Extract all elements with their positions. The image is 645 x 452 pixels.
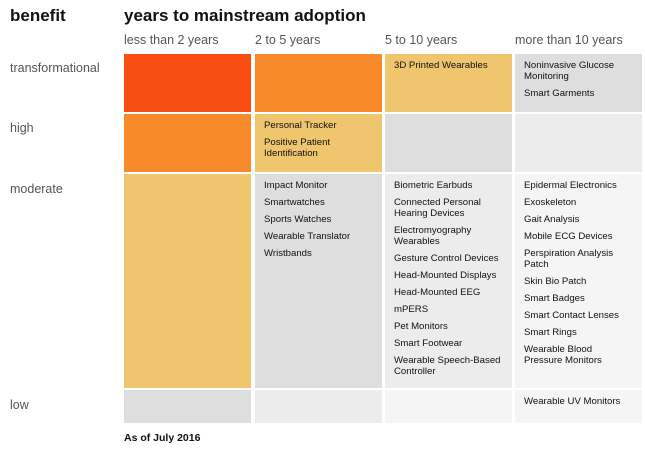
technology-list: 3D Printed Wearables <box>394 60 503 71</box>
technology-item: Wearable Blood Pressure Monitors <box>524 344 602 366</box>
column-header-less-than-2: less than 2 years <box>124 33 219 47</box>
technology-item: Electromyography Wearables <box>394 225 472 247</box>
matrix-cell-moderate-2_to_5: Impact Monitor Smartwatches Sports Watches… <box>255 174 382 388</box>
technology-item: Skin Bio Patch <box>524 276 587 287</box>
technology-list: Epidermal Electronics Exoskeleton Gait Ana… <box>524 180 633 366</box>
row-header-moderate: moderate <box>10 182 63 196</box>
matrix-cell-transformational-less_than_2 <box>124 54 251 112</box>
technology-item: Noninvasive Glucose Monitoring <box>524 60 615 82</box>
matrix-cell-low-less_than_2 <box>124 390 251 423</box>
technology-item: Gait Analysis <box>524 214 580 225</box>
technology-item: Wearable Translator <box>264 231 351 242</box>
technology-item: Gesture Control Devices <box>394 253 499 264</box>
technology-list: Biometric Earbuds Connected Personal Hear… <box>394 180 503 377</box>
matrix-cell-low-2_to_5 <box>255 390 382 423</box>
column-header-2-to-5: 2 to 5 years <box>255 33 321 47</box>
matrix-cell-moderate-more_than_10: Epidermal Electronics Exoskeleton Gait Ana… <box>515 174 642 388</box>
column-header-5-to-10: 5 to 10 years <box>385 33 458 47</box>
matrix-cell-transformational-5_to_10: 3D Printed Wearables <box>385 54 512 112</box>
matrix-cell-moderate-less_than_2 <box>124 174 251 388</box>
matrix-cell-low-5_to_10 <box>385 390 512 423</box>
column-header-more-than-10: more than 10 years <box>515 33 623 47</box>
matrix-cell-high-5_to_10 <box>385 114 512 172</box>
technology-item: Impact Monitor <box>264 180 328 191</box>
technology-item: Head-Mounted EEG <box>394 287 481 298</box>
matrix-cell-transformational-2_to_5 <box>255 54 382 112</box>
technology-item: Positive Patient Identification <box>264 137 331 159</box>
row-header-transformational: transformational <box>10 61 100 75</box>
technology-item: Epidermal Electronics <box>524 180 617 191</box>
technology-item: Biometric Earbuds <box>394 180 473 191</box>
matrix-cell-moderate-5_to_10: Biometric Earbuds Connected Personal Hear… <box>385 174 512 388</box>
technology-item: Sports Watches <box>264 214 332 225</box>
technology-item: Smart Badges <box>524 293 585 304</box>
adoption-axis-title: years to mainstream adoption <box>124 6 366 25</box>
technology-item: Mobile ECG Devices <box>524 231 613 242</box>
technology-item: Smartwatches <box>264 197 325 208</box>
technology-item: Personal Tracker <box>264 120 337 131</box>
technology-item: Smart Footwear <box>394 338 463 349</box>
technology-item: Pet Monitors <box>394 321 448 332</box>
technology-item: Wristbands <box>264 248 312 259</box>
technology-item: mPERS <box>394 304 429 315</box>
matrix-cell-high-less_than_2 <box>124 114 251 172</box>
matrix-cell-high-2_to_5: Personal Tracker Positive Patient Identif… <box>255 114 382 172</box>
technology-list: Noninvasive Glucose Monitoring Smart Garm… <box>524 60 633 99</box>
matrix-cell-high-more_than_10 <box>515 114 642 172</box>
row-header-high: high <box>10 121 34 135</box>
technology-item: Connected Personal Hearing Devices <box>394 197 481 219</box>
technology-item: 3D Printed Wearables <box>394 60 488 71</box>
technology-list: Personal Tracker Positive Patient Identif… <box>264 120 373 159</box>
benefit-axis-title: benefit <box>10 6 66 25</box>
matrix-cell-transformational-more_than_10: Noninvasive Glucose Monitoring Smart Garm… <box>515 54 642 112</box>
technology-item: Perspiration Analysis Patch <box>524 248 614 270</box>
technology-item: Smart Garments <box>524 88 595 99</box>
technology-list: Impact Monitor Smartwatches Sports Watches… <box>264 180 373 259</box>
technology-list: Wearable UV Monitors <box>524 396 633 407</box>
technology-item: Exoskeleton <box>524 197 577 208</box>
technology-item: Smart Contact Lenses <box>524 310 619 321</box>
technology-item: Wearable UV Monitors <box>524 396 621 407</box>
matrix-cell-low-more_than_10: Wearable UV Monitors <box>515 390 642 423</box>
footnote: As of July 2016 <box>124 432 201 444</box>
row-header-low: low <box>10 398 29 412</box>
technology-item: Smart Rings <box>524 327 577 338</box>
technology-item: Head-Mounted Displays <box>394 270 497 281</box>
technology-item: Wearable Speech-Based Controller <box>394 355 501 377</box>
